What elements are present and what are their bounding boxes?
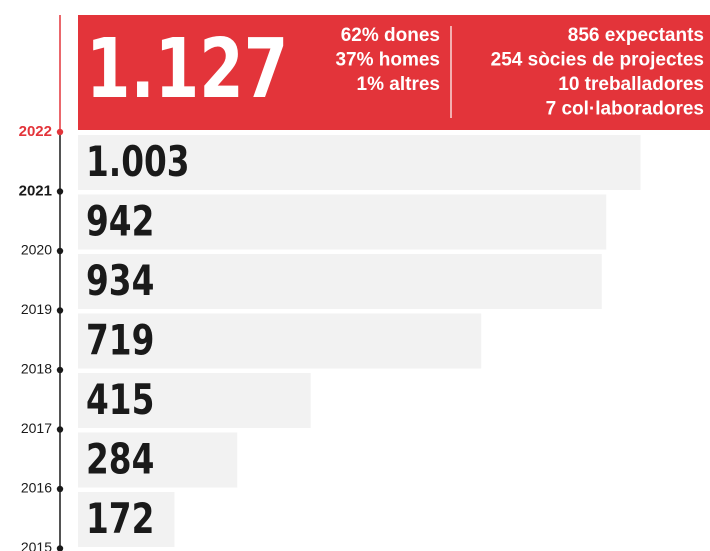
timeline-dot (56, 307, 64, 314)
year-label: 2015 (21, 539, 52, 551)
members-text: 7 col·laboradores (546, 99, 704, 120)
timeline-dot (56, 247, 64, 255)
value-label: 719 (86, 316, 154, 365)
timeline-dot (56, 128, 64, 136)
value-label-group: 934 (86, 256, 154, 305)
timeline-dot (56, 366, 64, 374)
value-label: 942 (86, 197, 154, 246)
timeline-dot (56, 188, 64, 195)
members-text: 856 expectants (568, 25, 704, 46)
value-label-group: 719 (86, 316, 154, 365)
bar (78, 432, 238, 488)
bar (78, 254, 602, 309)
breakdown-text: 37% homes (335, 50, 440, 71)
bar (78, 194, 607, 250)
value-label: 1.003 (86, 137, 190, 186)
value-label-group: 415 (86, 375, 154, 424)
bar (78, 135, 641, 190)
value-label: 934 (86, 256, 154, 305)
year-label: 2020 (21, 242, 52, 258)
value-label-group: 1.003 (86, 137, 190, 186)
value-label-group: 1.127 (86, 22, 288, 117)
value-label-group: 942 (86, 197, 154, 246)
timeline-dot (56, 426, 64, 433)
year-label: 2021 (19, 182, 52, 199)
value-label-group: 172 (86, 494, 154, 543)
bar (78, 492, 175, 547)
value-label: 415 (86, 375, 154, 424)
bar (78, 373, 311, 428)
bar (78, 15, 710, 130)
value-label: 172 (86, 494, 154, 543)
bar (78, 313, 482, 369)
value-label-group: 284 (86, 435, 154, 484)
value-label: 284 (86, 435, 154, 484)
year-label: 2019 (21, 301, 52, 317)
breakdown-text: 1% altres (357, 74, 440, 95)
timeline-dot (56, 545, 64, 551)
year-label: 2018 (21, 361, 52, 377)
year-label: 2022 (19, 123, 52, 140)
timeline-dot (56, 485, 64, 493)
value-label: 1.127 (86, 22, 288, 117)
year-label: 2016 (21, 480, 52, 496)
members-text: 254 sòcies de projectes (491, 50, 704, 71)
members-text: 10 treballadores (558, 74, 704, 95)
year-label: 2017 (21, 420, 52, 436)
breakdown-text: 62% dones (341, 25, 440, 46)
